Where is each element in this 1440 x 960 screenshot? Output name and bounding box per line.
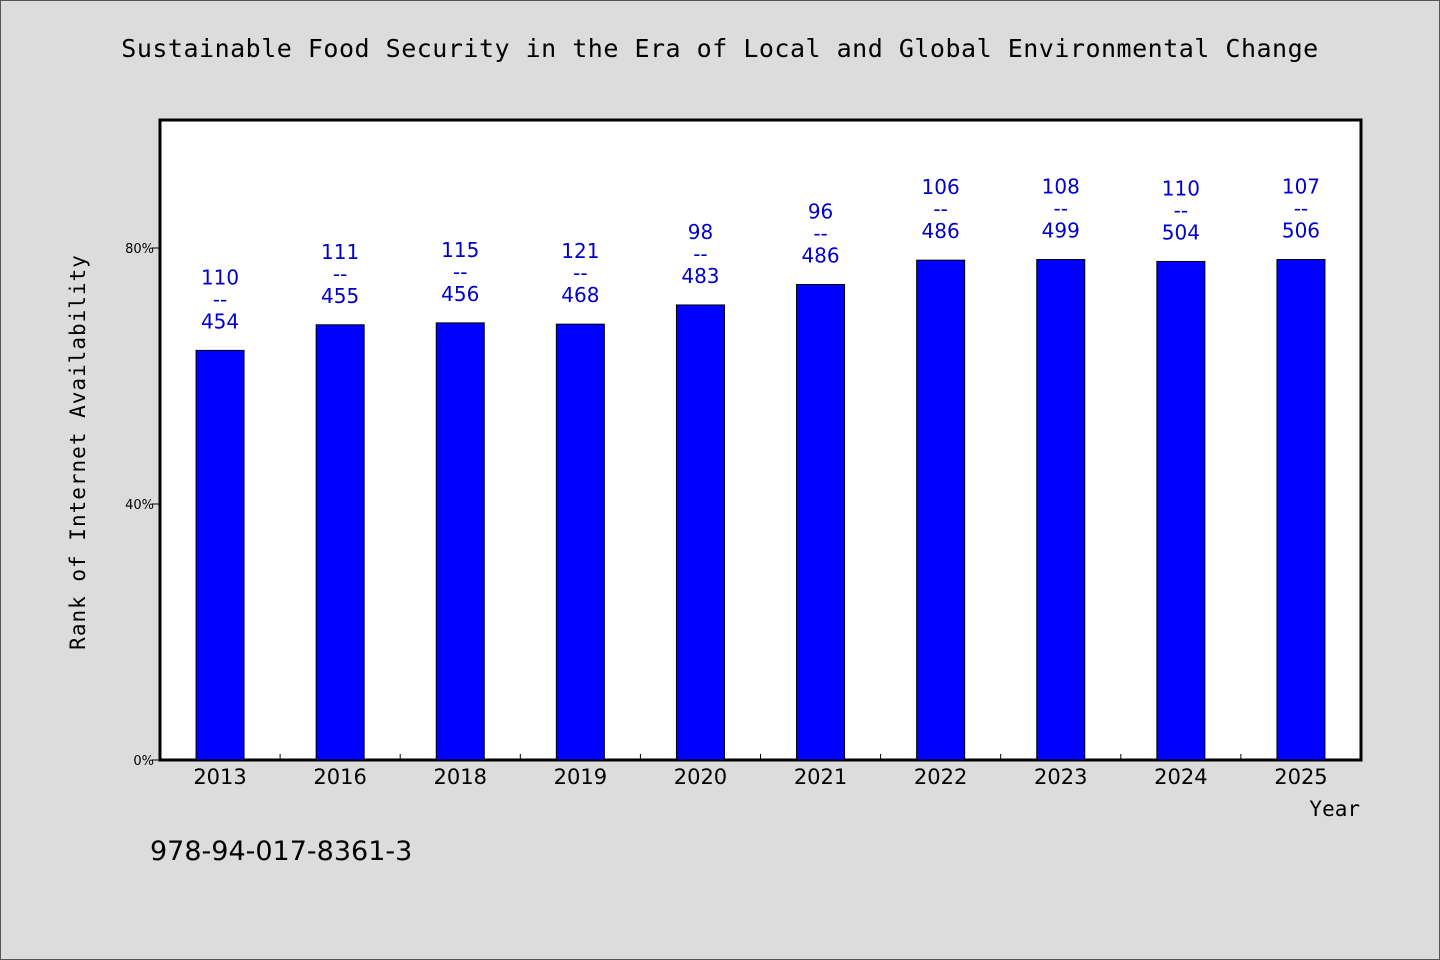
data-label: 111 bbox=[321, 240, 359, 264]
data-label: -- bbox=[1294, 197, 1308, 221]
x-tick-label: 2025 bbox=[1274, 765, 1327, 789]
x-tick-label: 2024 bbox=[1154, 765, 1207, 789]
data-label: 483 bbox=[681, 264, 719, 288]
data-label: -- bbox=[1174, 198, 1188, 222]
x-tick-label: 2018 bbox=[434, 765, 487, 789]
data-label: -- bbox=[933, 197, 947, 221]
chart-title: Sustainable Food Security in the Era of … bbox=[121, 34, 1319, 63]
data-label: 454 bbox=[201, 309, 239, 333]
bar bbox=[916, 259, 966, 761]
x-tick-label: 2021 bbox=[794, 765, 847, 789]
data-label: 504 bbox=[1162, 220, 1200, 244]
data-label: 499 bbox=[1042, 219, 1080, 243]
data-label: 115 bbox=[441, 238, 479, 262]
y-tick-label: 0% bbox=[133, 754, 154, 769]
y-tick-label: 80% bbox=[125, 242, 154, 257]
data-label: 110 bbox=[1162, 176, 1200, 200]
data-label: -- bbox=[573, 261, 587, 285]
bar bbox=[1036, 259, 1086, 761]
bar bbox=[1276, 259, 1326, 761]
bar bbox=[796, 283, 846, 761]
data-label: -- bbox=[813, 221, 827, 245]
x-tick-label: 2023 bbox=[1034, 765, 1087, 789]
isbn-text: 978-94-017-8361-3 bbox=[150, 836, 413, 867]
data-label: -- bbox=[693, 242, 707, 266]
data-label: -- bbox=[213, 287, 227, 311]
bar bbox=[675, 304, 725, 761]
data-label: 96 bbox=[808, 199, 833, 223]
x-tick-label: 2020 bbox=[674, 765, 727, 789]
x-tick-label: 2022 bbox=[914, 765, 967, 789]
data-label: 486 bbox=[922, 219, 960, 243]
x-tick-label: 2019 bbox=[554, 765, 607, 789]
bar bbox=[555, 323, 605, 761]
data-label: 106 bbox=[922, 175, 960, 199]
data-label: -- bbox=[1054, 197, 1068, 221]
data-label: -- bbox=[333, 262, 347, 286]
data-label: 468 bbox=[561, 283, 599, 307]
data-label: 98 bbox=[688, 220, 713, 244]
data-label: 108 bbox=[1042, 175, 1080, 199]
data-label: 110 bbox=[201, 265, 239, 289]
data-label: 107 bbox=[1282, 175, 1320, 199]
x-axis-label: Year bbox=[1309, 797, 1360, 821]
x-tick-label: 2016 bbox=[313, 765, 366, 789]
bar bbox=[195, 349, 245, 761]
bar bbox=[435, 322, 485, 761]
data-label: 506 bbox=[1282, 219, 1320, 243]
data-label: 121 bbox=[561, 239, 599, 263]
data-label: -- bbox=[453, 260, 467, 284]
data-label: 486 bbox=[801, 243, 839, 267]
data-label: 456 bbox=[441, 282, 479, 306]
x-tick-label: 2013 bbox=[193, 765, 246, 789]
bar bbox=[1156, 260, 1206, 761]
y-tick-label: 40% bbox=[125, 498, 154, 513]
data-label: 455 bbox=[321, 284, 359, 308]
bar bbox=[315, 324, 365, 761]
